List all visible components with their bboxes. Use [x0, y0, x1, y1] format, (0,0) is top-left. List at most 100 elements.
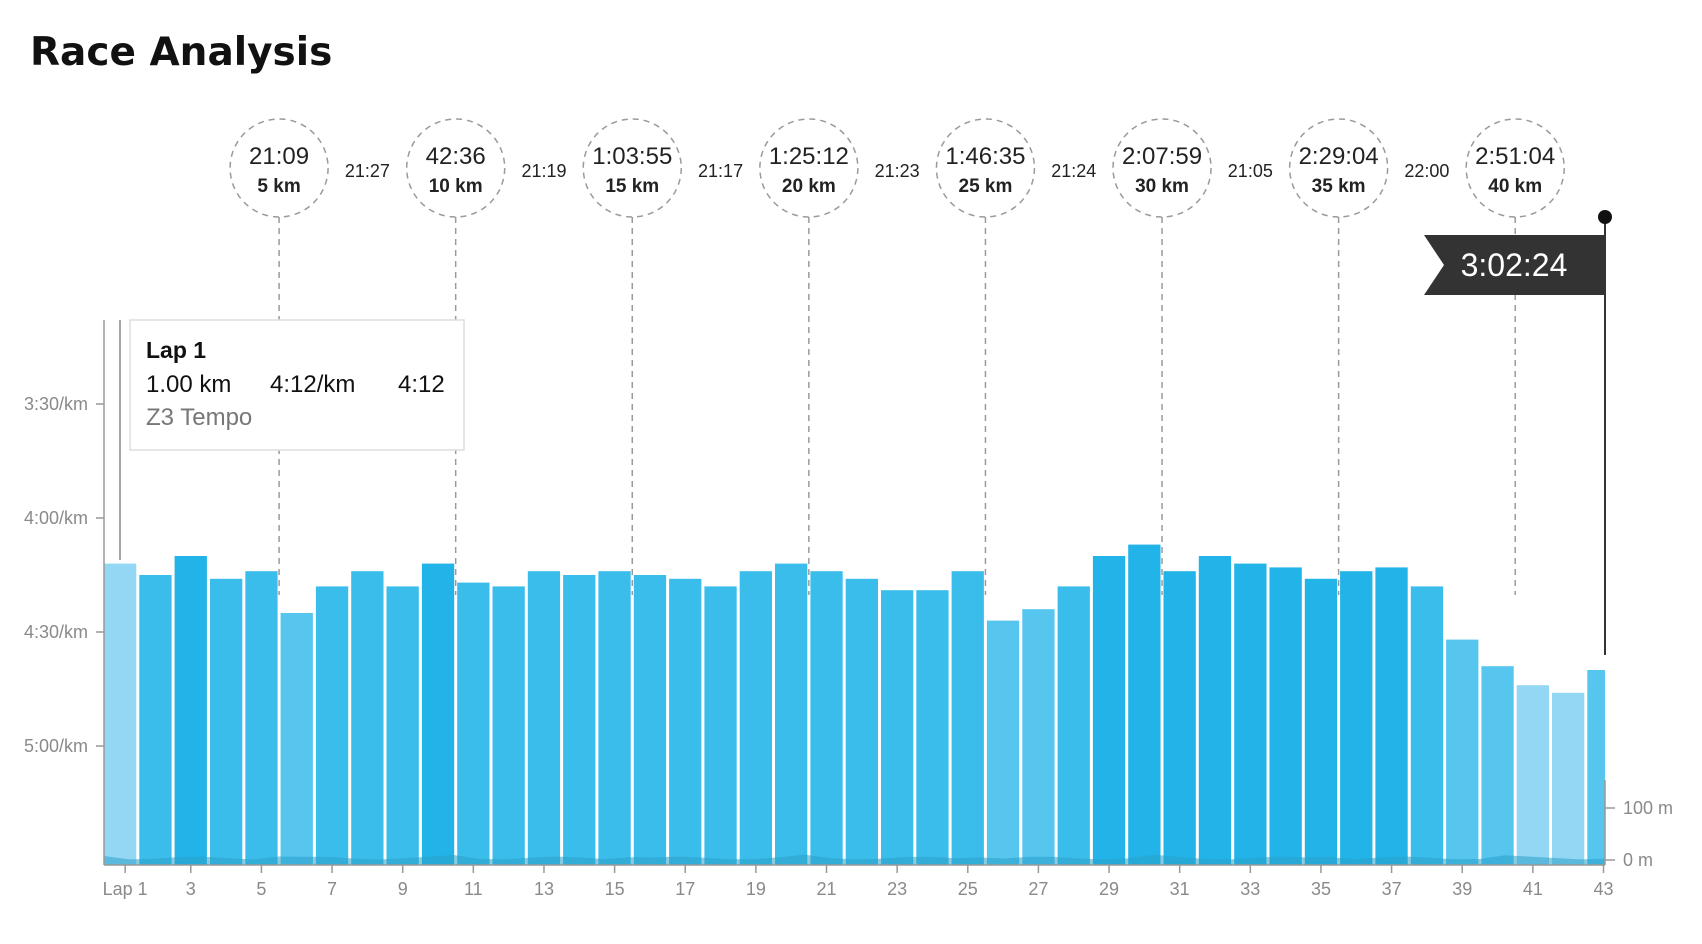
- y-tick-label: 4:30/km: [24, 622, 88, 642]
- checkpoint-circle: [582, 118, 683, 218]
- pace-bar[interactable]: [1410, 586, 1444, 865]
- pace-bar[interactable]: [174, 556, 207, 865]
- split-time: 21:19: [521, 161, 566, 181]
- pace-bar[interactable]: [1198, 556, 1232, 865]
- pace-bar[interactable]: [563, 575, 596, 865]
- x-tick-label: 39: [1452, 879, 1472, 899]
- pace-bar[interactable]: [951, 571, 984, 865]
- tooltip-box: [129, 319, 465, 451]
- checkpoint-circle: [405, 118, 506, 218]
- pace-bar[interactable]: [104, 563, 137, 865]
- x-tick-label: 41: [1523, 879, 1543, 899]
- x-tick-label: 9: [398, 879, 408, 899]
- elevation-tick-label: 0 m: [1623, 850, 1653, 870]
- x-tick-label: 31: [1170, 879, 1190, 899]
- x-tick-label: 11: [464, 879, 483, 899]
- x-tick-label: 17: [675, 879, 695, 899]
- x-tick-label: 21: [816, 879, 836, 899]
- pace-bar[interactable]: [1234, 563, 1267, 865]
- pace-bar[interactable]: [845, 578, 878, 865]
- split-time: 21:24: [1051, 161, 1096, 181]
- checkpoint-distance: 20 km: [782, 176, 836, 197]
- pace-bar[interactable]: [421, 563, 455, 865]
- x-tick-label: 19: [746, 879, 766, 899]
- pace-bar[interactable]: [669, 578, 702, 865]
- pace-bar[interactable]: [457, 582, 490, 865]
- checkpoint-distance: 15 km: [605, 176, 659, 197]
- pace-bar[interactable]: [386, 586, 419, 865]
- pace-bar[interactable]: [810, 571, 843, 865]
- x-tick-label: 29: [1099, 879, 1119, 899]
- checkpoint-circle: [1288, 118, 1389, 218]
- x-tick-label: 3: [186, 879, 196, 899]
- pace-bar[interactable]: [1304, 578, 1338, 865]
- pace-bar[interactable]: [775, 563, 808, 865]
- finish-flag[interactable]: 3:02:24: [1424, 210, 1612, 655]
- checkpoint-circle: [759, 118, 859, 218]
- pace-bar[interactable]: [1375, 567, 1408, 865]
- y-tick-label: 5:00/km: [24, 736, 88, 756]
- pace-bar[interactable]: [351, 571, 384, 865]
- x-tick-label: 35: [1311, 879, 1331, 899]
- checkpoint-time: 2:29:04: [1299, 143, 1379, 170]
- checkpoint-distance: 35 km: [1312, 176, 1366, 197]
- pace-bars: [104, 544, 1605, 865]
- x-tick-label: 43: [1593, 879, 1613, 899]
- checkpoint-time: 1:46:35: [945, 143, 1025, 170]
- finish-pole-top: [1598, 210, 1612, 224]
- pace-bar[interactable]: [527, 571, 561, 865]
- split-time: 21:17: [698, 161, 743, 181]
- finish-time: 3:02:24: [1461, 247, 1568, 283]
- checkpoint-time: 2:51:04: [1475, 143, 1555, 170]
- pace-bar[interactable]: [916, 590, 949, 865]
- pace-bar[interactable]: [1128, 544, 1161, 865]
- checkpoints: 21:09 5 km 42:36 10 km 1:03:55 15 km 1:25:12 20…: [229, 118, 1565, 218]
- pace-bar[interactable]: [1481, 666, 1514, 865]
- split-time: 22:00: [1404, 161, 1449, 181]
- tooltip-pace: 4:12/km: [270, 371, 355, 398]
- pace-bar[interactable]: [1022, 609, 1055, 865]
- x-tick-label: 15: [605, 879, 625, 899]
- split-time: 21:27: [345, 161, 390, 181]
- pace-bar[interactable]: [315, 586, 349, 865]
- pace-bar[interactable]: [492, 586, 525, 865]
- tooltip-distance: 1.00 km: [146, 371, 231, 398]
- y-tick-label: 4:00/km: [24, 508, 88, 528]
- pace-bar[interactable]: [1552, 692, 1585, 865]
- pace-bar[interactable]: [1163, 571, 1196, 865]
- pace-bar[interactable]: [881, 590, 914, 865]
- split-time: 21:05: [1228, 161, 1273, 181]
- pace-bar[interactable]: [280, 613, 313, 865]
- tooltip-lap: Lap 1: [146, 337, 206, 363]
- pace-bar[interactable]: [139, 575, 172, 865]
- x-tick-label: 23: [887, 879, 907, 899]
- pace-bar[interactable]: [1057, 586, 1090, 865]
- pace-bar[interactable]: [704, 586, 737, 865]
- page-title: Race Analysis: [30, 30, 332, 75]
- pace-bar[interactable]: [739, 571, 772, 865]
- checkpoint-distance: 30 km: [1135, 176, 1189, 197]
- split-times: 21:27 21:19 21:17 21:23 21:24 21:05 22:00: [345, 161, 1450, 181]
- checkpoint-circle: [1112, 118, 1212, 218]
- pace-bar[interactable]: [1516, 685, 1549, 865]
- pace-bar[interactable]: [633, 575, 667, 865]
- checkpoint-time: 21:09: [249, 143, 309, 170]
- x-tick-label: 13: [534, 879, 554, 899]
- pace-bar[interactable]: [1340, 571, 1373, 865]
- pace-bar[interactable]: [1587, 670, 1605, 865]
- axes: 3:30/km 4:00/km 4:30/km 5:00/km Lap 1 3 5 7 9 11 1…: [24, 320, 1673, 899]
- split-time: 21:23: [875, 161, 920, 181]
- checkpoint-distance: 25 km: [959, 176, 1013, 197]
- x-tick-label: 7: [327, 879, 337, 899]
- pace-bar[interactable]: [598, 571, 631, 865]
- pace-bar[interactable]: [1269, 567, 1302, 865]
- pace-bar[interactable]: [245, 571, 278, 865]
- checkpoint-time: 2:07:59: [1122, 143, 1202, 170]
- x-tick-label: 27: [1028, 879, 1048, 899]
- y-tick-label: 3:30/km: [24, 394, 88, 414]
- pace-bar[interactable]: [210, 578, 243, 865]
- pace-bar[interactable]: [1092, 556, 1126, 865]
- pace-bar[interactable]: [1446, 639, 1479, 865]
- checkpoint-distance: 5 km: [257, 176, 300, 197]
- pace-bar[interactable]: [986, 620, 1020, 865]
